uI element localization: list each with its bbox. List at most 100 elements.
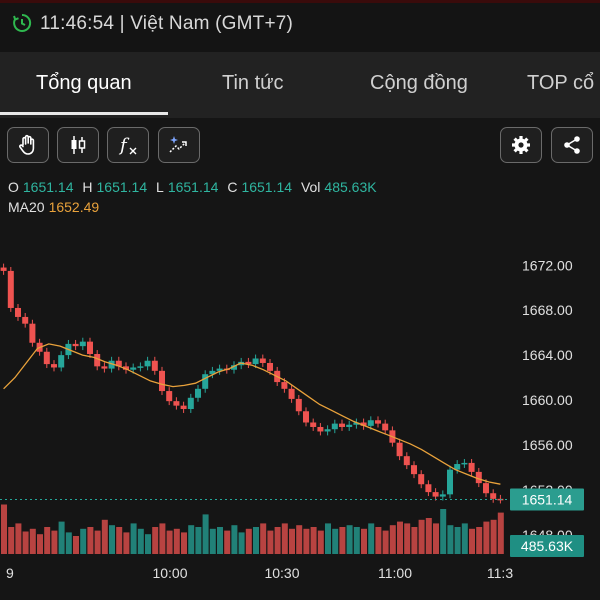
candle-body xyxy=(202,374,209,389)
candle-body xyxy=(461,462,468,465)
volume-bar xyxy=(433,523,439,554)
volume-bar xyxy=(8,527,15,554)
candlestick-icon xyxy=(71,136,86,154)
volume-label: Vol xyxy=(300,179,321,195)
candle-body xyxy=(346,424,353,427)
volume-bar xyxy=(65,532,72,554)
indicators-button[interactable]: f xyxy=(107,127,149,163)
volume-bar xyxy=(101,519,108,554)
volume-bar xyxy=(44,527,51,554)
volume-bar xyxy=(94,530,101,554)
hand-icon xyxy=(19,134,35,155)
candle-body xyxy=(22,316,29,324)
volume-bar xyxy=(253,527,259,554)
price-chart[interactable]: 1672.00 1668.00 1664.00 1660.00 1656.00 1652.… xyxy=(0,176,600,600)
x-tick-label: 10:00 xyxy=(152,565,187,581)
candle-body xyxy=(403,456,410,466)
candle-body xyxy=(447,469,453,495)
chart-settings-button[interactable] xyxy=(500,127,542,163)
candle-body xyxy=(331,423,338,430)
candle-body xyxy=(339,423,345,427)
current-price-label: 1651.14 xyxy=(522,492,573,508)
tab-news[interactable]: Tin tức xyxy=(222,72,284,94)
candle-body xyxy=(195,388,201,398)
candle-body xyxy=(360,422,367,426)
share-icon xyxy=(564,136,580,154)
ai-sparkle-icon xyxy=(169,136,187,153)
svg-text:f: f xyxy=(118,135,130,156)
candle-body xyxy=(87,341,93,354)
candle-body xyxy=(29,323,36,343)
candle-body xyxy=(267,362,273,371)
share-button[interactable] xyxy=(551,127,593,163)
tab-bar: Tổng quan Tin tức Cộng đồng TOP cổ xyxy=(0,52,600,118)
candle-body xyxy=(245,361,252,365)
drawing-tool-button[interactable] xyxy=(7,127,49,163)
volume-bar xyxy=(22,531,29,554)
candle-body xyxy=(123,366,129,370)
ma-readout: MA20 1652.49 xyxy=(8,199,99,215)
candle-body xyxy=(51,364,57,368)
close-label: C xyxy=(227,179,238,195)
candle-body xyxy=(281,382,288,389)
x-tick-label: 10:30 xyxy=(264,565,299,581)
volume-bar xyxy=(130,523,137,554)
clock-icon xyxy=(13,13,32,32)
volume-bar xyxy=(303,528,310,554)
volume-bar xyxy=(397,521,403,554)
volume-bar xyxy=(15,523,22,554)
candle-body xyxy=(468,462,475,472)
volume-bar xyxy=(267,530,274,554)
chart-toolbar: f xyxy=(0,118,600,174)
candle-body xyxy=(0,267,7,271)
volume-bar xyxy=(289,528,295,554)
candle-body xyxy=(295,398,302,412)
candle-body xyxy=(490,493,497,499)
volume-bar xyxy=(476,527,483,554)
candle-body xyxy=(483,483,489,494)
current-price-tag xyxy=(510,488,584,511)
candle-body xyxy=(303,411,309,423)
volume-tag-label: 485.63K xyxy=(521,538,574,554)
market-time-label: 11:46:54 | Việt Nam (GMT+7) xyxy=(40,13,294,34)
volume-bar xyxy=(281,523,288,554)
ma20-line xyxy=(3,343,501,485)
function-icon: f xyxy=(118,135,137,156)
volume-bar xyxy=(425,518,432,554)
volume-bar xyxy=(188,525,195,554)
candle-body xyxy=(79,341,86,347)
low-label: L xyxy=(156,179,164,195)
tab-overview[interactable]: Tổng quan xyxy=(36,72,132,94)
y-tick-label: 1660.00 xyxy=(522,392,573,408)
candle-body xyxy=(130,367,137,370)
volume-bar xyxy=(195,527,202,554)
volume-bar xyxy=(454,527,461,554)
gear-icon xyxy=(512,136,530,154)
volume-bar xyxy=(411,527,418,554)
candle-body xyxy=(317,426,324,432)
volume-bar xyxy=(490,519,497,554)
candle-body xyxy=(367,420,374,426)
close-value: 1651.14 xyxy=(241,179,293,195)
candle-body xyxy=(382,423,389,431)
volume-bar xyxy=(87,527,94,554)
ma-value: 1652.49 xyxy=(48,199,100,215)
volume-bar xyxy=(447,525,454,554)
volume-bar xyxy=(51,530,58,554)
candle-body xyxy=(7,270,14,308)
candle-body xyxy=(173,401,180,406)
volume-bar xyxy=(317,530,324,554)
tab-community[interactable]: Cộng đồng xyxy=(370,72,468,94)
chart-type-button[interactable] xyxy=(57,127,99,163)
candle-body xyxy=(259,358,266,363)
candle-body xyxy=(475,471,482,484)
y-tick-label: 1664.00 xyxy=(522,347,573,363)
volume-bar xyxy=(404,523,411,554)
candle-body xyxy=(187,397,194,410)
volume-bar xyxy=(469,528,475,554)
volume-bar xyxy=(123,532,130,554)
ai-analysis-button[interactable] xyxy=(158,127,200,163)
candle-body xyxy=(418,474,425,485)
candle-body xyxy=(454,464,461,470)
tab-top-stocks[interactable]: TOP cổ xyxy=(527,72,595,94)
